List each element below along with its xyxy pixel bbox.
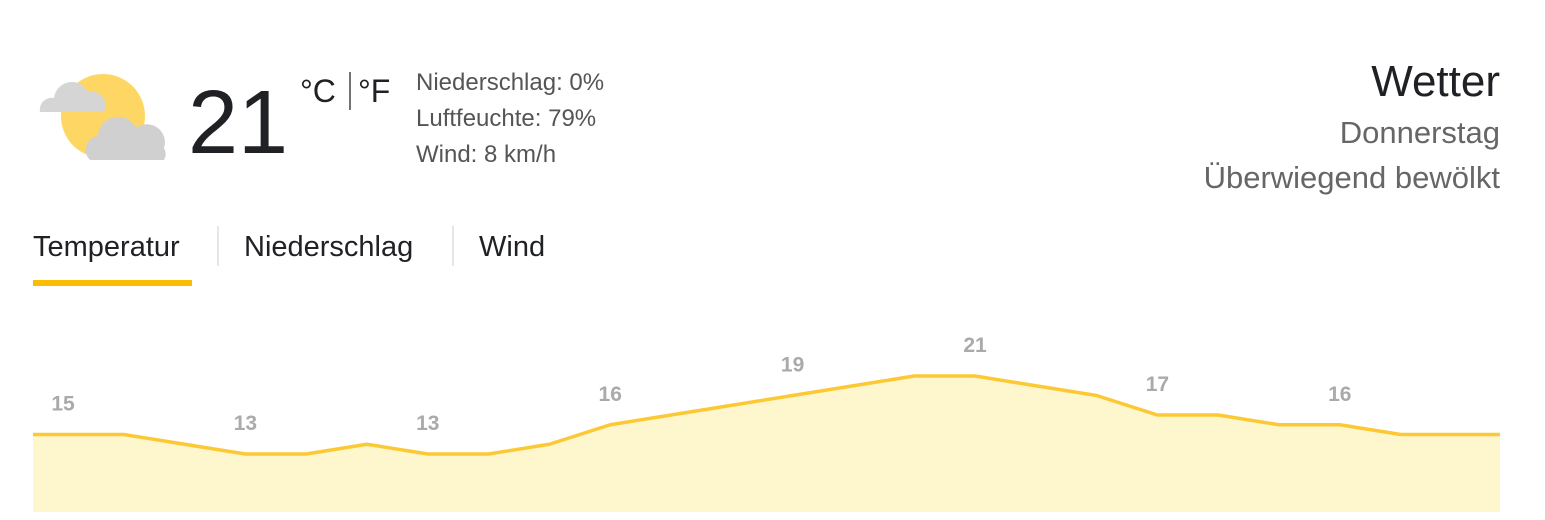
detail: Niederschlag: 0%: [416, 69, 604, 96]
temperature-label: 19: [781, 354, 804, 377]
active-tab-indicator: [33, 280, 192, 286]
temperature-label: 15: [51, 393, 75, 416]
temperature-label: 21: [963, 334, 987, 357]
tab[interactable]: Wind: [479, 231, 545, 263]
temperature-label: 17: [1146, 373, 1169, 396]
detail: Luftfeuchte: 79%: [416, 105, 596, 132]
temperature-label: 13: [416, 412, 439, 435]
condition: Überwiegend bewölkt: [1204, 160, 1501, 195]
temperature-area: [33, 376, 1500, 512]
temperature-label: 16: [1328, 383, 1351, 406]
tab[interactable]: Temperatur: [33, 231, 180, 263]
detail: Wind: 8 km/h: [416, 141, 556, 168]
title: Wetter: [1371, 57, 1500, 106]
unit-fahrenheit[interactable]: °F: [358, 73, 390, 109]
day: Donnerstag: [1340, 115, 1500, 150]
tab[interactable]: Niederschlag: [244, 231, 413, 263]
temperature-label: 16: [599, 383, 622, 406]
temperature-label: 13: [234, 412, 257, 435]
current-temperature: 21: [188, 73, 288, 173]
weather-icon: [39, 74, 166, 160]
unit-celsius[interactable]: °C: [300, 73, 336, 109]
temperature-line: [33, 374, 1500, 456]
